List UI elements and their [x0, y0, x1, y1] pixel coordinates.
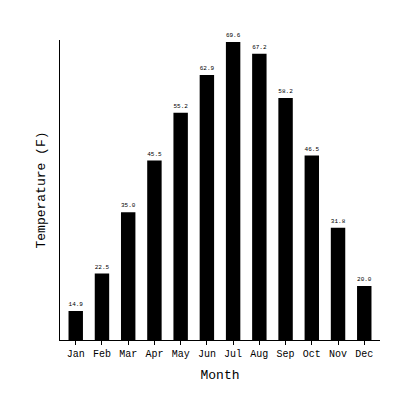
svg-text:Mar: Mar	[119, 349, 137, 360]
svg-text:14.9: 14.9	[69, 301, 84, 308]
svg-text:62.9: 62.9	[200, 65, 215, 72]
svg-text:May: May	[172, 349, 190, 360]
svg-text:Jul: Jul	[224, 349, 242, 360]
svg-text:67.2: 67.2	[252, 44, 267, 51]
svg-text:46.5: 46.5	[305, 146, 320, 153]
svg-text:55.2: 55.2	[173, 103, 188, 110]
svg-text:Temperature (F): Temperature (F)	[34, 131, 49, 248]
svg-text:Apr: Apr	[145, 349, 163, 360]
svg-text:22.5: 22.5	[95, 264, 110, 271]
svg-text:31.8: 31.8	[331, 218, 346, 225]
svg-text:Jan: Jan	[67, 349, 85, 360]
svg-text:Dec: Dec	[355, 349, 373, 360]
svg-text:Feb: Feb	[93, 349, 111, 360]
svg-text:35.0: 35.0	[121, 202, 136, 209]
svg-text:Aug: Aug	[250, 349, 268, 360]
svg-text:Nov: Nov	[329, 349, 347, 360]
svg-text:Month: Month	[200, 368, 239, 383]
svg-text:45.5: 45.5	[147, 151, 162, 158]
svg-text:Sep: Sep	[277, 349, 295, 360]
svg-text:Jun: Jun	[198, 349, 216, 360]
svg-text:Oct: Oct	[303, 349, 321, 360]
svg-text:69.6: 69.6	[226, 32, 241, 39]
svg-text:58.2: 58.2	[278, 88, 293, 95]
svg-text:20.0: 20.0	[357, 276, 372, 283]
